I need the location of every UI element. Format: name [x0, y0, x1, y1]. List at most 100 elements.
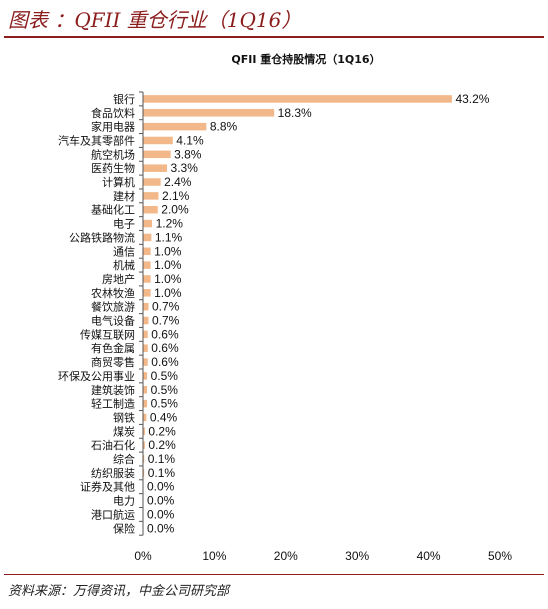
category-label: 通信	[113, 245, 135, 258]
category-label: 银行	[113, 92, 135, 106]
value-label: 0.6%	[151, 341, 179, 355]
category-label: 公路铁路物流	[69, 230, 135, 244]
x-tick-label: 10%	[202, 549, 226, 563]
category-label: 食品饮料	[91, 106, 135, 120]
category-label: 机械	[113, 258, 135, 272]
value-label: 0.0%	[147, 480, 175, 494]
category-label: 纺织服装	[91, 466, 135, 480]
value-label: 2.4%	[164, 175, 192, 189]
x-tick-label: 0%	[134, 549, 152, 563]
value-label: 1.1%	[155, 230, 183, 244]
category-label: 家用电器	[91, 120, 135, 134]
category-label: 煤炭	[113, 425, 135, 438]
x-tick-label: 40%	[417, 549, 441, 563]
bar	[143, 330, 148, 339]
category-label: 建材	[113, 189, 135, 203]
source-note: 资料来源：万得资讯，中金公司研究部	[8, 584, 230, 599]
value-label: 1.0%	[154, 272, 182, 286]
x-tick-label: 30%	[345, 549, 369, 563]
category-label: 轻工制造	[91, 397, 135, 411]
bar	[143, 469, 145, 477]
value-label: 0.1%	[148, 452, 176, 466]
category-label: 电气设备	[91, 314, 135, 328]
value-label: 4.1%	[176, 133, 204, 147]
value-label: 2.1%	[162, 189, 190, 203]
value-label: 0.0%	[147, 494, 175, 508]
bar	[143, 136, 173, 145]
category-label: 钢铁	[113, 411, 135, 424]
value-label: 18.3%	[278, 106, 312, 120]
bar	[143, 344, 148, 352]
bar	[143, 219, 153, 228]
value-label: 0.7%	[152, 300, 180, 314]
category-label: 医药生物	[91, 161, 135, 175]
category-label: 建筑装饰	[91, 383, 135, 397]
value-labels: 43.2%18.3%8.8%4.1%3.8%3.3%2.4%2.1%2.0%1.…	[147, 92, 490, 535]
category-label: 电子	[113, 218, 135, 231]
category-label: 基础化工	[91, 203, 135, 217]
value-label: 3.8%	[174, 147, 202, 161]
value-label: 1.2%	[156, 217, 184, 231]
bar	[143, 95, 452, 103]
value-label: 0.5%	[151, 397, 179, 411]
bar	[143, 455, 145, 463]
x-tick-label: 20%	[274, 549, 298, 563]
value-label: 0.0%	[147, 507, 175, 521]
category-label: 餐饮旅游	[91, 300, 135, 314]
category-label: 航空机场	[91, 147, 135, 161]
bar	[143, 247, 151, 256]
bar	[143, 275, 151, 283]
bar	[143, 372, 148, 380]
value-label: 0.1%	[148, 466, 176, 480]
category-label: 传媒互联网	[80, 328, 135, 341]
bar	[143, 164, 168, 172]
value-label: 0.2%	[148, 424, 176, 438]
category-label: 农林牧渔	[91, 286, 135, 300]
bar	[143, 192, 159, 200]
bar	[143, 302, 149, 311]
x-tick-label: 50%	[488, 549, 512, 563]
value-label: 43.2%	[455, 92, 489, 106]
category-label: 环保及公用事业	[58, 369, 135, 383]
value-label: 0.2%	[148, 438, 176, 452]
category-labels: 银行食品饮料家用电器汽车及其零部件航空机场医药生物计算机建材基础化工电子公路铁路…	[58, 92, 135, 535]
bar	[143, 178, 161, 186]
value-label: 0.5%	[151, 383, 179, 397]
bar	[143, 386, 148, 394]
x-axis-tick-labels: 0% 10% 20% 30% 40% 50%	[134, 549, 512, 563]
value-label: 2.0%	[161, 203, 189, 217]
value-label: 0.6%	[151, 355, 179, 369]
value-label: 0.0%	[147, 521, 175, 535]
category-label: 计算机	[102, 175, 135, 189]
bars	[143, 95, 452, 477]
category-label: 有色金属	[91, 341, 135, 355]
tick-marks	[139, 91, 143, 536]
bar	[143, 441, 145, 449]
bar	[143, 109, 275, 117]
value-label: 0.6%	[151, 327, 179, 341]
bar	[143, 358, 148, 366]
bar	[143, 122, 207, 131]
footer-rule	[4, 574, 544, 575]
category-label: 港口航运	[91, 507, 135, 521]
figure-title: 图表 ：QFII 重仓行业（1Q16）	[8, 8, 302, 32]
bar	[143, 427, 145, 436]
category-label: 商贸零售	[91, 355, 135, 369]
header-rule	[4, 36, 544, 38]
figure-header: 图表 ：QFII 重仓行业（1Q16）	[0, 0, 548, 40]
value-label: 1.0%	[154, 286, 182, 300]
value-label: 3.3%	[171, 161, 199, 175]
category-label: 电力	[113, 495, 135, 508]
bar	[143, 150, 171, 159]
category-label: 证券及其他	[80, 480, 135, 494]
bar	[143, 233, 152, 242]
bar	[143, 413, 147, 422]
category-label: 保险	[113, 521, 135, 535]
category-label: 房地产	[102, 272, 135, 286]
category-label: 汽车及其零部件	[58, 133, 135, 147]
bar-chart: QFII 重仓持股情况（1Q16） 银行食品饮料家用电器汽车及其零部件航空机场医…	[58, 52, 512, 563]
value-label: 1.0%	[154, 258, 182, 272]
value-label: 0.7%	[152, 314, 180, 328]
bar	[143, 205, 158, 214]
value-label: 8.8%	[210, 120, 238, 134]
